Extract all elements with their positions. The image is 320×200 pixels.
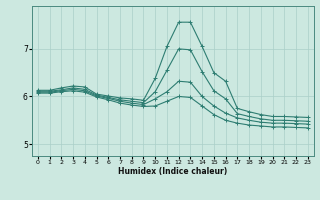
- X-axis label: Humidex (Indice chaleur): Humidex (Indice chaleur): [118, 167, 228, 176]
